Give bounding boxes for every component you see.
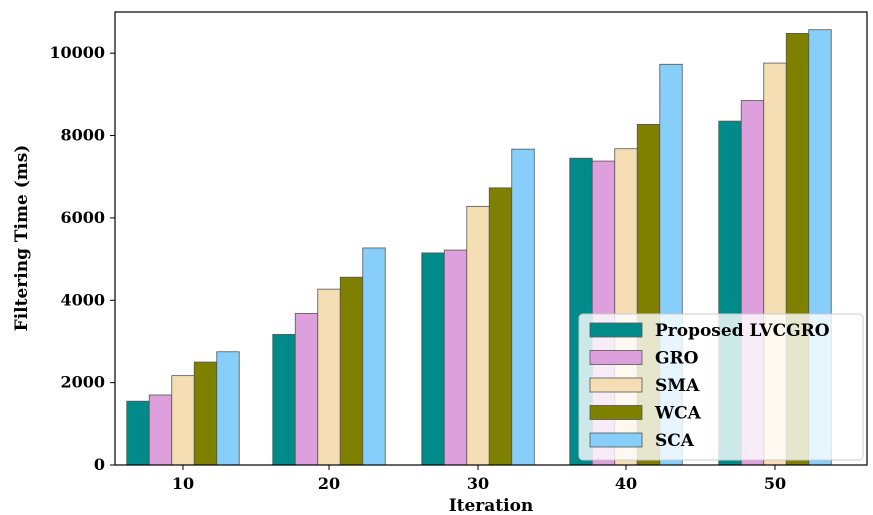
y-tick-label-8000: 8000: [60, 126, 105, 145]
x-tick-label-20: 20: [318, 474, 340, 493]
bar-sma-10: [171, 375, 195, 466]
bar-proposed-lvcgro-10: [126, 400, 150, 466]
legend: Proposed LVCGRO GRO SMA WCA SCA: [578, 313, 864, 461]
y-tick-label-4000: 4000: [60, 290, 105, 309]
bar-wca-20: [339, 276, 364, 466]
legend-label-gro: GRO: [655, 349, 699, 369]
y-tick-label-6000: 6000: [60, 208, 105, 227]
y-tick-label-0: 0: [94, 455, 105, 474]
legend-label-sma: SMA: [655, 376, 700, 396]
bar-wca-10: [193, 361, 218, 466]
x-tick-label-30: 30: [467, 474, 489, 493]
bar-proposed-lvcgro-30: [421, 252, 445, 466]
legend-swatch-gro: [589, 350, 643, 365]
bar-sca-30: [511, 148, 535, 466]
x-tick-label-10: 10: [172, 474, 194, 493]
legend-swatch-proposed-lvcgro: [589, 322, 643, 338]
bar-gro-30: [443, 249, 468, 466]
bar-sma-20: [317, 288, 341, 466]
y-axis-title: Filtering Time (ms): [12, 145, 32, 332]
bar-wca-30: [488, 187, 513, 466]
bar-gro-10: [148, 394, 173, 466]
legend-swatch-sma: [589, 377, 643, 393]
bar-sca-10: [216, 351, 240, 466]
legend-label-wca: WCA: [654, 404, 702, 424]
x-tick-label-40: 40: [615, 474, 637, 493]
bar-proposed-lvcgro-20: [272, 334, 296, 466]
legend-box: [578, 313, 864, 461]
bar-sma-30: [466, 205, 490, 466]
legend-swatch-wca: [589, 405, 643, 420]
legend-label-sca: SCA: [655, 431, 695, 451]
y-axis: 0 2000 4000 6000 8000 10000: [49, 43, 115, 474]
bar-gro-20: [294, 313, 319, 466]
plot-frame: [114, 11, 868, 466]
y-tick-label-10000: 10000: [49, 43, 105, 62]
x-axis-title: Iteration: [449, 496, 534, 515]
legend-swatch-sca: [589, 432, 643, 448]
x-tick-label-50: 50: [764, 474, 786, 493]
bar-sca-20: [362, 247, 386, 466]
y-tick-label-2000: 2000: [60, 373, 105, 392]
legend-label-proposed-lvcgro: Proposed LVCGRO: [655, 321, 830, 341]
x-axis: 10 20 30 40 50: [172, 465, 786, 493]
